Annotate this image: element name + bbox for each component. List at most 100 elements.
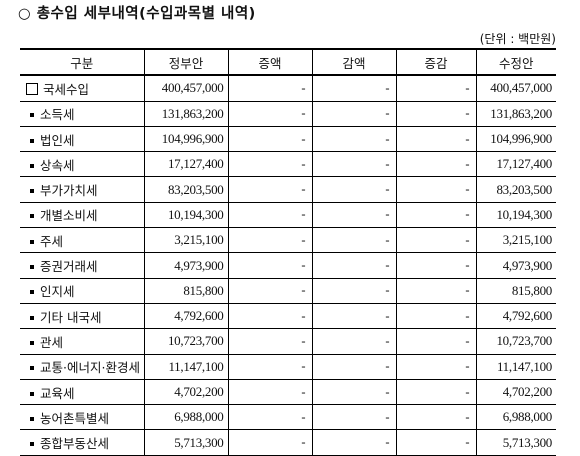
revised-value: 83,203,500 — [475, 176, 556, 203]
increase-value: - — [227, 378, 313, 406]
revenue-table: 구분 정부안 증액 감액 증감 수정안 국세수입 400,457,000- - -40… — [20, 47, 556, 456]
bullet-icon — [30, 416, 34, 421]
revised-value: 6,988,000 — [475, 404, 556, 431]
col-header-revised: 수정안 — [475, 47, 556, 77]
row-label-cell: 법인세 — [20, 125, 145, 153]
net-change-value: - — [395, 176, 477, 203]
row-label-cell: 국세수입 — [20, 74, 145, 102]
revised-value: 11,147,100 — [475, 353, 556, 380]
gov-proposal-value: 3,215,100 — [143, 227, 229, 254]
revised-value: 815,800 — [475, 277, 556, 304]
gov-proposal-value: 4,792,600 — [143, 302, 229, 330]
net-change-value: - — [395, 404, 477, 431]
row-label-cell: 상속세 — [20, 151, 145, 178]
row-label-cell: 종합부동산세 — [20, 429, 145, 456]
net-change-value: - — [395, 252, 477, 279]
row-label: 개별소비세 — [40, 208, 98, 224]
decrease-value: - — [311, 201, 397, 229]
gov-proposal-value: 11,147,100 — [143, 353, 229, 380]
row-label-cell: 기타 내국세 — [20, 302, 145, 330]
bullet-icon — [30, 113, 34, 118]
decrease-value: - — [311, 429, 397, 456]
col-header-category: 구분 — [20, 47, 145, 77]
row-label-cell: 인지세 — [20, 277, 145, 304]
net-change-value: - — [395, 353, 477, 380]
decrease-value: - — [311, 378, 397, 406]
increase-value: - — [227, 74, 313, 102]
table-row: 주세 3,215,100- - -3,215,100 — [20, 227, 556, 254]
table-row: 농어촌특별세 6,988,000- - -6,988,000 — [20, 404, 556, 431]
bullet-icon — [30, 366, 34, 371]
bullet-icon — [30, 189, 34, 194]
increase-value: - — [227, 100, 313, 127]
table-row: 교육세 4,702,200- - -4,702,200 — [20, 378, 556, 406]
bullet-icon — [30, 214, 34, 219]
increase-value: - — [227, 201, 313, 229]
gov-proposal-value: 6,988,000 — [143, 404, 229, 431]
net-change-value: - — [395, 201, 477, 229]
row-label: 교통·에너지·환경세 — [40, 360, 140, 376]
decrease-value: - — [311, 227, 397, 254]
revised-value: 4,973,900 — [475, 252, 556, 279]
revised-value: 10,194,300 — [475, 201, 556, 229]
increase-value: - — [227, 277, 313, 304]
square-marker-icon — [26, 82, 38, 95]
decrease-value: - — [311, 125, 397, 153]
decrease-value: - — [311, 353, 397, 380]
net-change-value: - — [395, 100, 477, 127]
gov-proposal-value: 4,973,900 — [143, 252, 229, 279]
row-label: 기타 내국세 — [40, 309, 102, 325]
net-change-value: - — [395, 151, 477, 178]
row-label: 증권거래세 — [40, 259, 98, 275]
gov-proposal-value: 815,800 — [143, 277, 229, 304]
row-label: 법인세 — [40, 132, 75, 148]
row-label: 국세수입 — [43, 81, 90, 97]
row-label: 인지세 — [40, 284, 75, 300]
table-header-row: 구분 정부안 증액 감액 증감 수정안 — [20, 47, 556, 77]
row-label: 소득세 — [40, 107, 75, 123]
row-label-cell: 소득세 — [20, 100, 145, 127]
increase-value: - — [227, 252, 313, 279]
gov-proposal-value: 131,863,200 — [143, 100, 229, 127]
gov-proposal-value: 400,457,000 — [143, 74, 229, 102]
revised-value: 17,127,400 — [475, 151, 556, 178]
col-header-gov-proposal: 정부안 — [143, 47, 229, 77]
bullet-icon — [30, 290, 34, 295]
row-label-cell: 농어촌특별세 — [20, 404, 145, 431]
revised-value: 5,713,300 — [475, 429, 556, 456]
decrease-value: - — [311, 277, 397, 304]
increase-value: - — [227, 227, 313, 254]
table-row: 기타 내국세 4,792,600- - -4,792,600 — [20, 302, 556, 330]
gov-proposal-value: 17,127,400 — [143, 151, 229, 178]
net-change-value: - — [395, 378, 477, 406]
table-row: 소득세 131,863,200- - -131,863,200 — [20, 100, 556, 127]
net-change-value: - — [395, 227, 477, 254]
table-row: 교통·에너지·환경세 11,147,100- - -11,147,100 — [20, 353, 556, 380]
net-change-value: - — [395, 74, 477, 102]
table-row: 법인세 104,996,900- - -104,996,900 — [20, 125, 556, 153]
revised-value: 104,996,900 — [475, 125, 556, 153]
revised-value: 4,702,200 — [475, 378, 556, 406]
table-row: 개별소비세 10,194,300- - -10,194,300 — [20, 201, 556, 229]
net-change-value: - — [395, 429, 477, 456]
row-label: 농어촌특별세 — [40, 410, 110, 426]
table-row: 상속세 17,127,400- - -17,127,400 — [20, 151, 556, 178]
gov-proposal-value: 10,194,300 — [143, 201, 229, 229]
decrease-value: - — [311, 151, 397, 178]
bullet-icon — [30, 138, 34, 143]
gov-proposal-value: 5,713,300 — [143, 429, 229, 456]
net-change-value: - — [395, 328, 477, 355]
row-label-cell: 개별소비세 — [20, 201, 145, 229]
gov-proposal-value: 4,702,200 — [143, 378, 229, 406]
table-row: 인지세 815,800- - -815,800 — [20, 277, 556, 304]
row-label-cell: 교통·에너지·환경세 — [20, 353, 145, 380]
row-label-cell: 증권거래세 — [20, 252, 145, 279]
row-label: 주세 — [40, 233, 64, 249]
section-title: ○ 총수입 세부내역(수입과목별 내역) — [18, 6, 256, 22]
net-change-value: - — [395, 125, 477, 153]
table-row: 부가가치세 83,203,500- - -83,203,500 — [20, 176, 556, 203]
net-change-value: - — [395, 302, 477, 330]
row-label-cell: 관세 — [20, 328, 145, 355]
row-label-cell: 주세 — [20, 227, 145, 254]
revised-value: 10,723,700 — [475, 328, 556, 355]
